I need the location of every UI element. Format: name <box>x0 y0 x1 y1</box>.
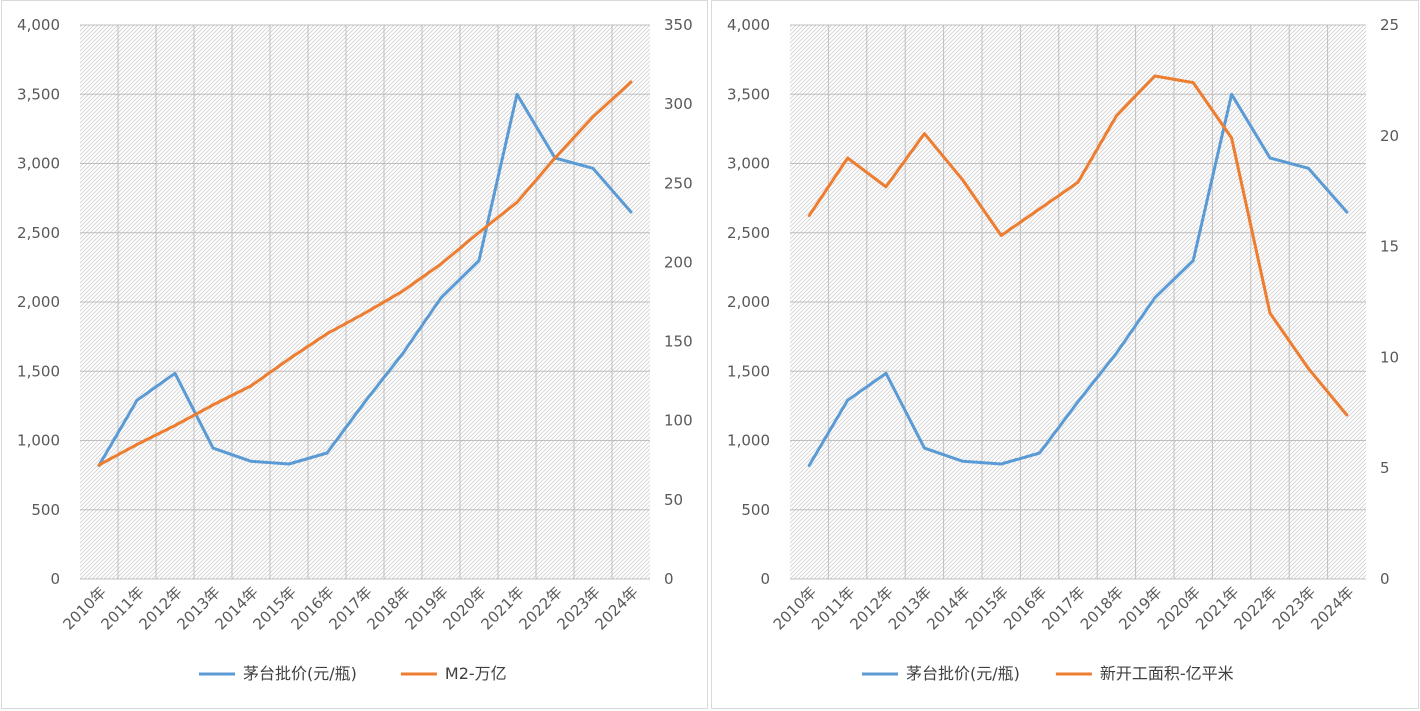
series-line-1 <box>807 74 1349 417</box>
y-tick-label: 2,000 <box>17 293 60 311</box>
y-tick-label: 500 <box>31 501 60 519</box>
legend-label: 茅台批价(元/瓶) <box>906 664 1020 683</box>
x-tick-label: 2024年 <box>591 583 641 633</box>
y-tick-label: 0 <box>50 570 60 588</box>
y-tick-label: 500 <box>741 501 770 519</box>
legend-label: 新开工面积-亿平米 <box>1100 664 1234 683</box>
chart-right-svg: 0 500 1,000 1,500 2,000 2,500 3,000 3,500 4,000 0… <box>727 16 1399 683</box>
y-tick-label: 3,000 <box>17 155 60 173</box>
y-tick-label: 3,000 <box>727 155 770 173</box>
y-tick-label: 2,000 <box>727 293 770 311</box>
y2-tick-label: 15 <box>1380 238 1399 256</box>
legend-label: 茅台批价(元/瓶) <box>243 664 357 683</box>
legend-label: M2-万亿 <box>445 664 507 683</box>
series-line-0 <box>97 92 633 467</box>
y2-tick-label: 50 <box>664 491 683 509</box>
y-tick-label: 2,500 <box>727 224 770 242</box>
x-tick-label: 2024年 <box>1307 583 1357 633</box>
y2-tick-label: 5 <box>1380 459 1390 477</box>
y-tick-label: 3,500 <box>17 85 60 103</box>
chart-panel-left: 0 500 1,000 1,500 2,000 2,500 3,000 3,500 4,000 0… <box>1 0 708 709</box>
y-tick-label: 3,500 <box>727 85 770 103</box>
y2-tick-label: 0 <box>1380 570 1390 588</box>
y-tick-label: 4,000 <box>17 16 60 34</box>
y2-tick-label: 350 <box>664 16 693 34</box>
y2-tick-label: 250 <box>664 174 693 192</box>
y2-tick-label: 25 <box>1380 16 1399 34</box>
y2-tick-label: 150 <box>664 333 693 351</box>
y-tick-label: 0 <box>760 570 770 588</box>
y-tick-label: 1,000 <box>17 432 60 450</box>
y-tick-label: 2,500 <box>17 224 60 242</box>
chart-panel-right: 0 500 1,000 1,500 2,000 2,500 3,000 3,500 4,000 0… <box>711 0 1419 709</box>
y-tick-label: 1,500 <box>727 362 770 380</box>
y2-tick-label: 20 <box>1380 127 1399 145</box>
chart-left-svg: 0 500 1,000 1,500 2,000 2,500 3,000 3,500 4,000 0… <box>17 16 693 683</box>
y2-tick-label: 100 <box>664 412 693 430</box>
y2-tick-label: 0 <box>664 570 674 588</box>
series-line-0 <box>807 92 1349 467</box>
y2-tick-label: 200 <box>664 253 693 271</box>
series-line-1 <box>97 80 633 467</box>
y-tick-label: 1,500 <box>17 362 60 380</box>
y-tick-label: 4,000 <box>727 16 770 34</box>
y2-tick-label: 10 <box>1380 348 1399 366</box>
y2-tick-label: 300 <box>664 95 693 113</box>
y-tick-label: 1,000 <box>727 432 770 450</box>
